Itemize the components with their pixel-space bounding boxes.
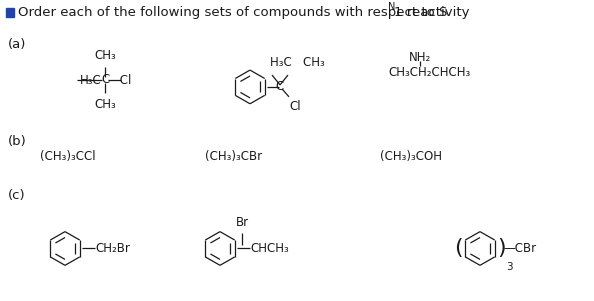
Text: —CBr: —CBr	[503, 242, 536, 255]
Text: C: C	[101, 73, 109, 86]
Text: (CH₃)₃CBr: (CH₃)₃CBr	[205, 150, 262, 163]
Text: (b): (b)	[8, 135, 27, 148]
Text: C: C	[276, 80, 284, 93]
Text: —Cl: —Cl	[108, 74, 131, 88]
Text: (a): (a)	[8, 38, 26, 51]
Text: ): )	[498, 238, 506, 259]
Bar	[6, 8, 14, 17]
Text: NH₂: NH₂	[409, 51, 431, 64]
Text: CH₂Br: CH₂Br	[95, 242, 130, 255]
Text: Cl: Cl	[289, 100, 301, 113]
Text: H₃C: H₃C	[80, 74, 102, 88]
Text: N: N	[388, 2, 396, 12]
Text: Br: Br	[235, 216, 248, 229]
Text: (: (	[454, 238, 462, 259]
Text: H₃C   CH₃: H₃C CH₃	[270, 56, 325, 69]
Text: Order each of the following sets of compounds with respect to S: Order each of the following sets of comp…	[18, 6, 447, 19]
Text: CHCH₃: CHCH₃	[250, 242, 289, 255]
Text: (CH₃)₃COH: (CH₃)₃COH	[380, 150, 442, 163]
Text: 3: 3	[506, 262, 513, 272]
Text: CH₃: CH₃	[94, 49, 116, 62]
Text: 1 reactivity: 1 reactivity	[394, 6, 469, 19]
Text: (CH₃)₃CCl: (CH₃)₃CCl	[40, 150, 96, 163]
Text: CH₃CH₂CHCH₃: CH₃CH₂CHCH₃	[388, 66, 470, 79]
Text: CH₃: CH₃	[94, 98, 116, 111]
Text: (c): (c)	[8, 189, 26, 203]
